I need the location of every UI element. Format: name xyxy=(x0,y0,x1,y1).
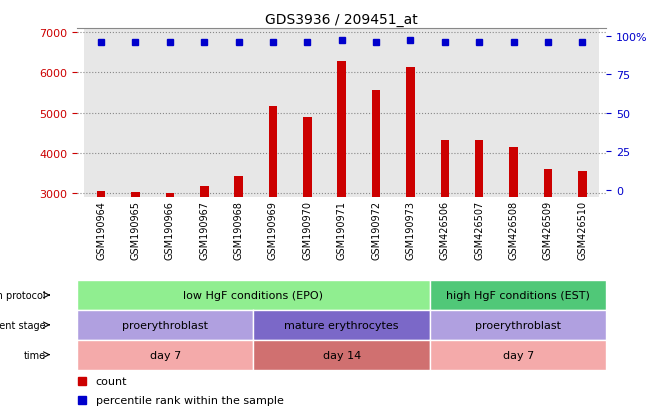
Text: day 7: day 7 xyxy=(502,350,534,360)
Bar xyxy=(290,29,324,198)
Bar xyxy=(187,29,221,198)
Bar xyxy=(131,192,140,198)
Bar xyxy=(578,171,587,198)
Text: growth protocol: growth protocol xyxy=(0,290,46,300)
Text: percentile rank within the sample: percentile rank within the sample xyxy=(96,394,283,405)
Bar xyxy=(543,170,552,198)
Text: day 7: day 7 xyxy=(149,350,181,360)
Text: development stage: development stage xyxy=(0,320,46,330)
Bar xyxy=(496,29,531,198)
Text: proerythroblast: proerythroblast xyxy=(122,320,208,330)
Bar xyxy=(565,29,600,198)
Bar xyxy=(84,29,119,198)
Bar xyxy=(119,29,153,198)
Bar xyxy=(393,29,427,198)
Bar xyxy=(531,29,565,198)
Bar xyxy=(153,29,187,198)
Bar xyxy=(234,176,243,198)
Text: count: count xyxy=(96,376,127,386)
Bar xyxy=(303,118,312,198)
Bar xyxy=(165,193,174,198)
Text: low HgF conditions (EPO): low HgF conditions (EPO) xyxy=(184,290,324,300)
Bar xyxy=(462,29,496,198)
Bar xyxy=(221,29,256,198)
Bar xyxy=(359,29,393,198)
Bar xyxy=(509,147,518,198)
Bar xyxy=(269,107,277,198)
Bar xyxy=(372,91,381,198)
Bar xyxy=(96,191,105,198)
Text: day 14: day 14 xyxy=(322,350,361,360)
Bar xyxy=(427,29,462,198)
Bar xyxy=(338,62,346,198)
Bar xyxy=(324,29,359,198)
Text: time: time xyxy=(23,350,46,360)
Text: proerythroblast: proerythroblast xyxy=(475,320,561,330)
Bar xyxy=(200,187,208,198)
Title: GDS3936 / 209451_at: GDS3936 / 209451_at xyxy=(265,12,418,26)
Bar xyxy=(406,67,415,198)
Bar xyxy=(475,140,484,198)
Bar xyxy=(256,29,290,198)
Text: high HgF conditions (EST): high HgF conditions (EST) xyxy=(446,290,590,300)
Bar xyxy=(440,141,449,198)
Text: mature erythrocytes: mature erythrocytes xyxy=(285,320,399,330)
